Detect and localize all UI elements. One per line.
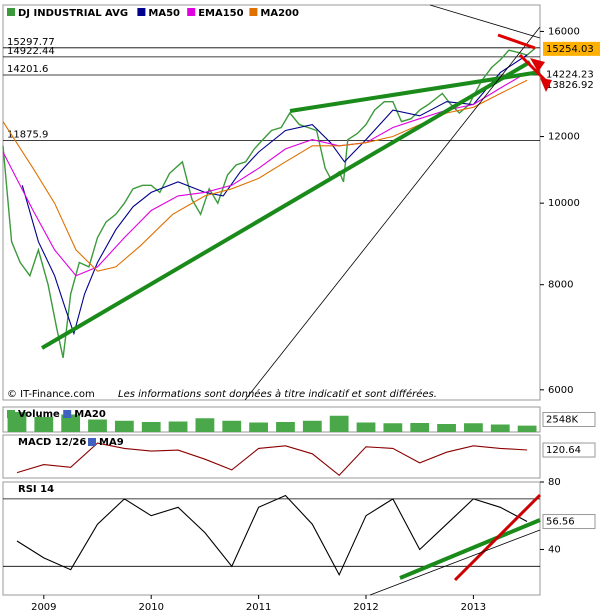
panel: MACD 12/26 MA9 120.64 <box>2 434 596 479</box>
y-tick-label: 6000 <box>548 385 573 396</box>
volume-bar <box>302 420 322 432</box>
volume-bar <box>114 420 134 432</box>
volume-bar <box>88 419 107 432</box>
x-tick-label: 2009 <box>31 602 56 613</box>
panel-name: Volume <box>18 409 60 420</box>
note: Les informations sont données à titre in… <box>118 388 437 400</box>
panel-frame <box>2 406 541 433</box>
volume-bar <box>517 425 537 432</box>
legend-swatch <box>249 8 258 16</box>
value-tag-box <box>543 41 600 56</box>
legend-swatch <box>7 8 15 16</box>
value-tag: 13826.92 <box>546 80 594 91</box>
level-label: 14201.6 <box>7 64 48 75</box>
volume-bar <box>356 422 376 432</box>
value-tag: 15254.03 <box>546 44 594 55</box>
x-tick-label: 2012 <box>353 602 378 613</box>
level-label: 14922.44 <box>7 46 55 57</box>
panel-name: MACD 12/26 <box>18 437 86 448</box>
series-line <box>16 442 528 477</box>
y-tick-label: 40 <box>548 544 561 555</box>
x-tick-label: 2010 <box>138 602 163 613</box>
legend-label: MA20 <box>74 409 106 420</box>
panel-frame <box>2 481 541 596</box>
value-tag: 56.56 <box>546 517 575 528</box>
volume-bar <box>410 423 430 432</box>
y-tick-label: 12000 <box>548 132 580 143</box>
value-tag-box <box>542 514 596 530</box>
arrow-head <box>540 78 552 92</box>
legend-swatch <box>88 438 96 446</box>
volume-bar <box>464 423 483 432</box>
value-tag-box <box>542 412 596 427</box>
volume-bar <box>437 424 456 432</box>
panel-frame <box>2 4 541 401</box>
level-label: 15297.77 <box>7 37 55 48</box>
panel: 40 80 2009 2010 2011 2012 2013 RSI 14 56.56 <box>2 477 596 613</box>
panel-frame <box>2 434 541 479</box>
trend-line <box>289 70 541 113</box>
volume-bar <box>249 422 269 432</box>
rsi-trend-line <box>399 518 541 580</box>
volume-bar <box>383 423 403 432</box>
panel: Volume MA20 2548K <box>2 406 596 433</box>
value-tag: 2548K <box>546 415 578 426</box>
trend-line <box>40 60 532 350</box>
legend-swatch <box>7 410 15 418</box>
trend-drawings <box>40 4 552 596</box>
x-tick-label: 2013 <box>461 602 486 613</box>
arrow <box>497 33 536 50</box>
y-tick-label: 80 <box>548 477 561 488</box>
volume-bar <box>195 418 215 432</box>
volume-bar <box>276 422 295 432</box>
volume-bar <box>329 415 349 432</box>
legend-label: MA200 <box>260 8 299 19</box>
legend-swatch <box>137 8 146 16</box>
rsi-trend-line <box>453 493 542 582</box>
y-tick-label: 8000 <box>548 280 573 291</box>
volume-bar <box>168 421 188 432</box>
volume-bar <box>222 420 242 432</box>
volume-bar <box>141 422 161 432</box>
y-tick-label: 16000 <box>548 26 580 37</box>
value-tag: 120.64 <box>546 445 581 456</box>
legend-label: MA9 <box>99 437 124 448</box>
panel-name: RSI 14 <box>18 484 54 495</box>
value-tag: 14224.23 <box>546 69 594 80</box>
volume-bar <box>490 424 510 432</box>
volume-bar <box>61 414 81 432</box>
arrow <box>518 53 547 82</box>
rsi-trend-line <box>369 529 541 596</box>
trend-line <box>244 26 541 401</box>
arrow-head <box>530 58 545 72</box>
source: © IT-Finance.com <box>7 389 95 400</box>
level-label: 11875.9 <box>7 129 48 140</box>
trend-line <box>429 4 541 39</box>
legend-swatch <box>187 8 196 16</box>
series-line <box>16 494 528 577</box>
y-tick-label: 10000 <box>548 198 580 209</box>
x-tick-label: 2011 <box>246 602 271 613</box>
legend-label: EMA150 <box>198 8 243 19</box>
volume-bar <box>34 417 54 432</box>
value-tag-box <box>542 442 596 458</box>
legend-label: MA50 <box>148 8 180 19</box>
series-line <box>2 47 537 358</box>
legend-swatch <box>63 410 72 418</box>
legend-label: DJ INDUSTRIAL AVG <box>18 8 128 19</box>
series-line <box>2 72 528 277</box>
